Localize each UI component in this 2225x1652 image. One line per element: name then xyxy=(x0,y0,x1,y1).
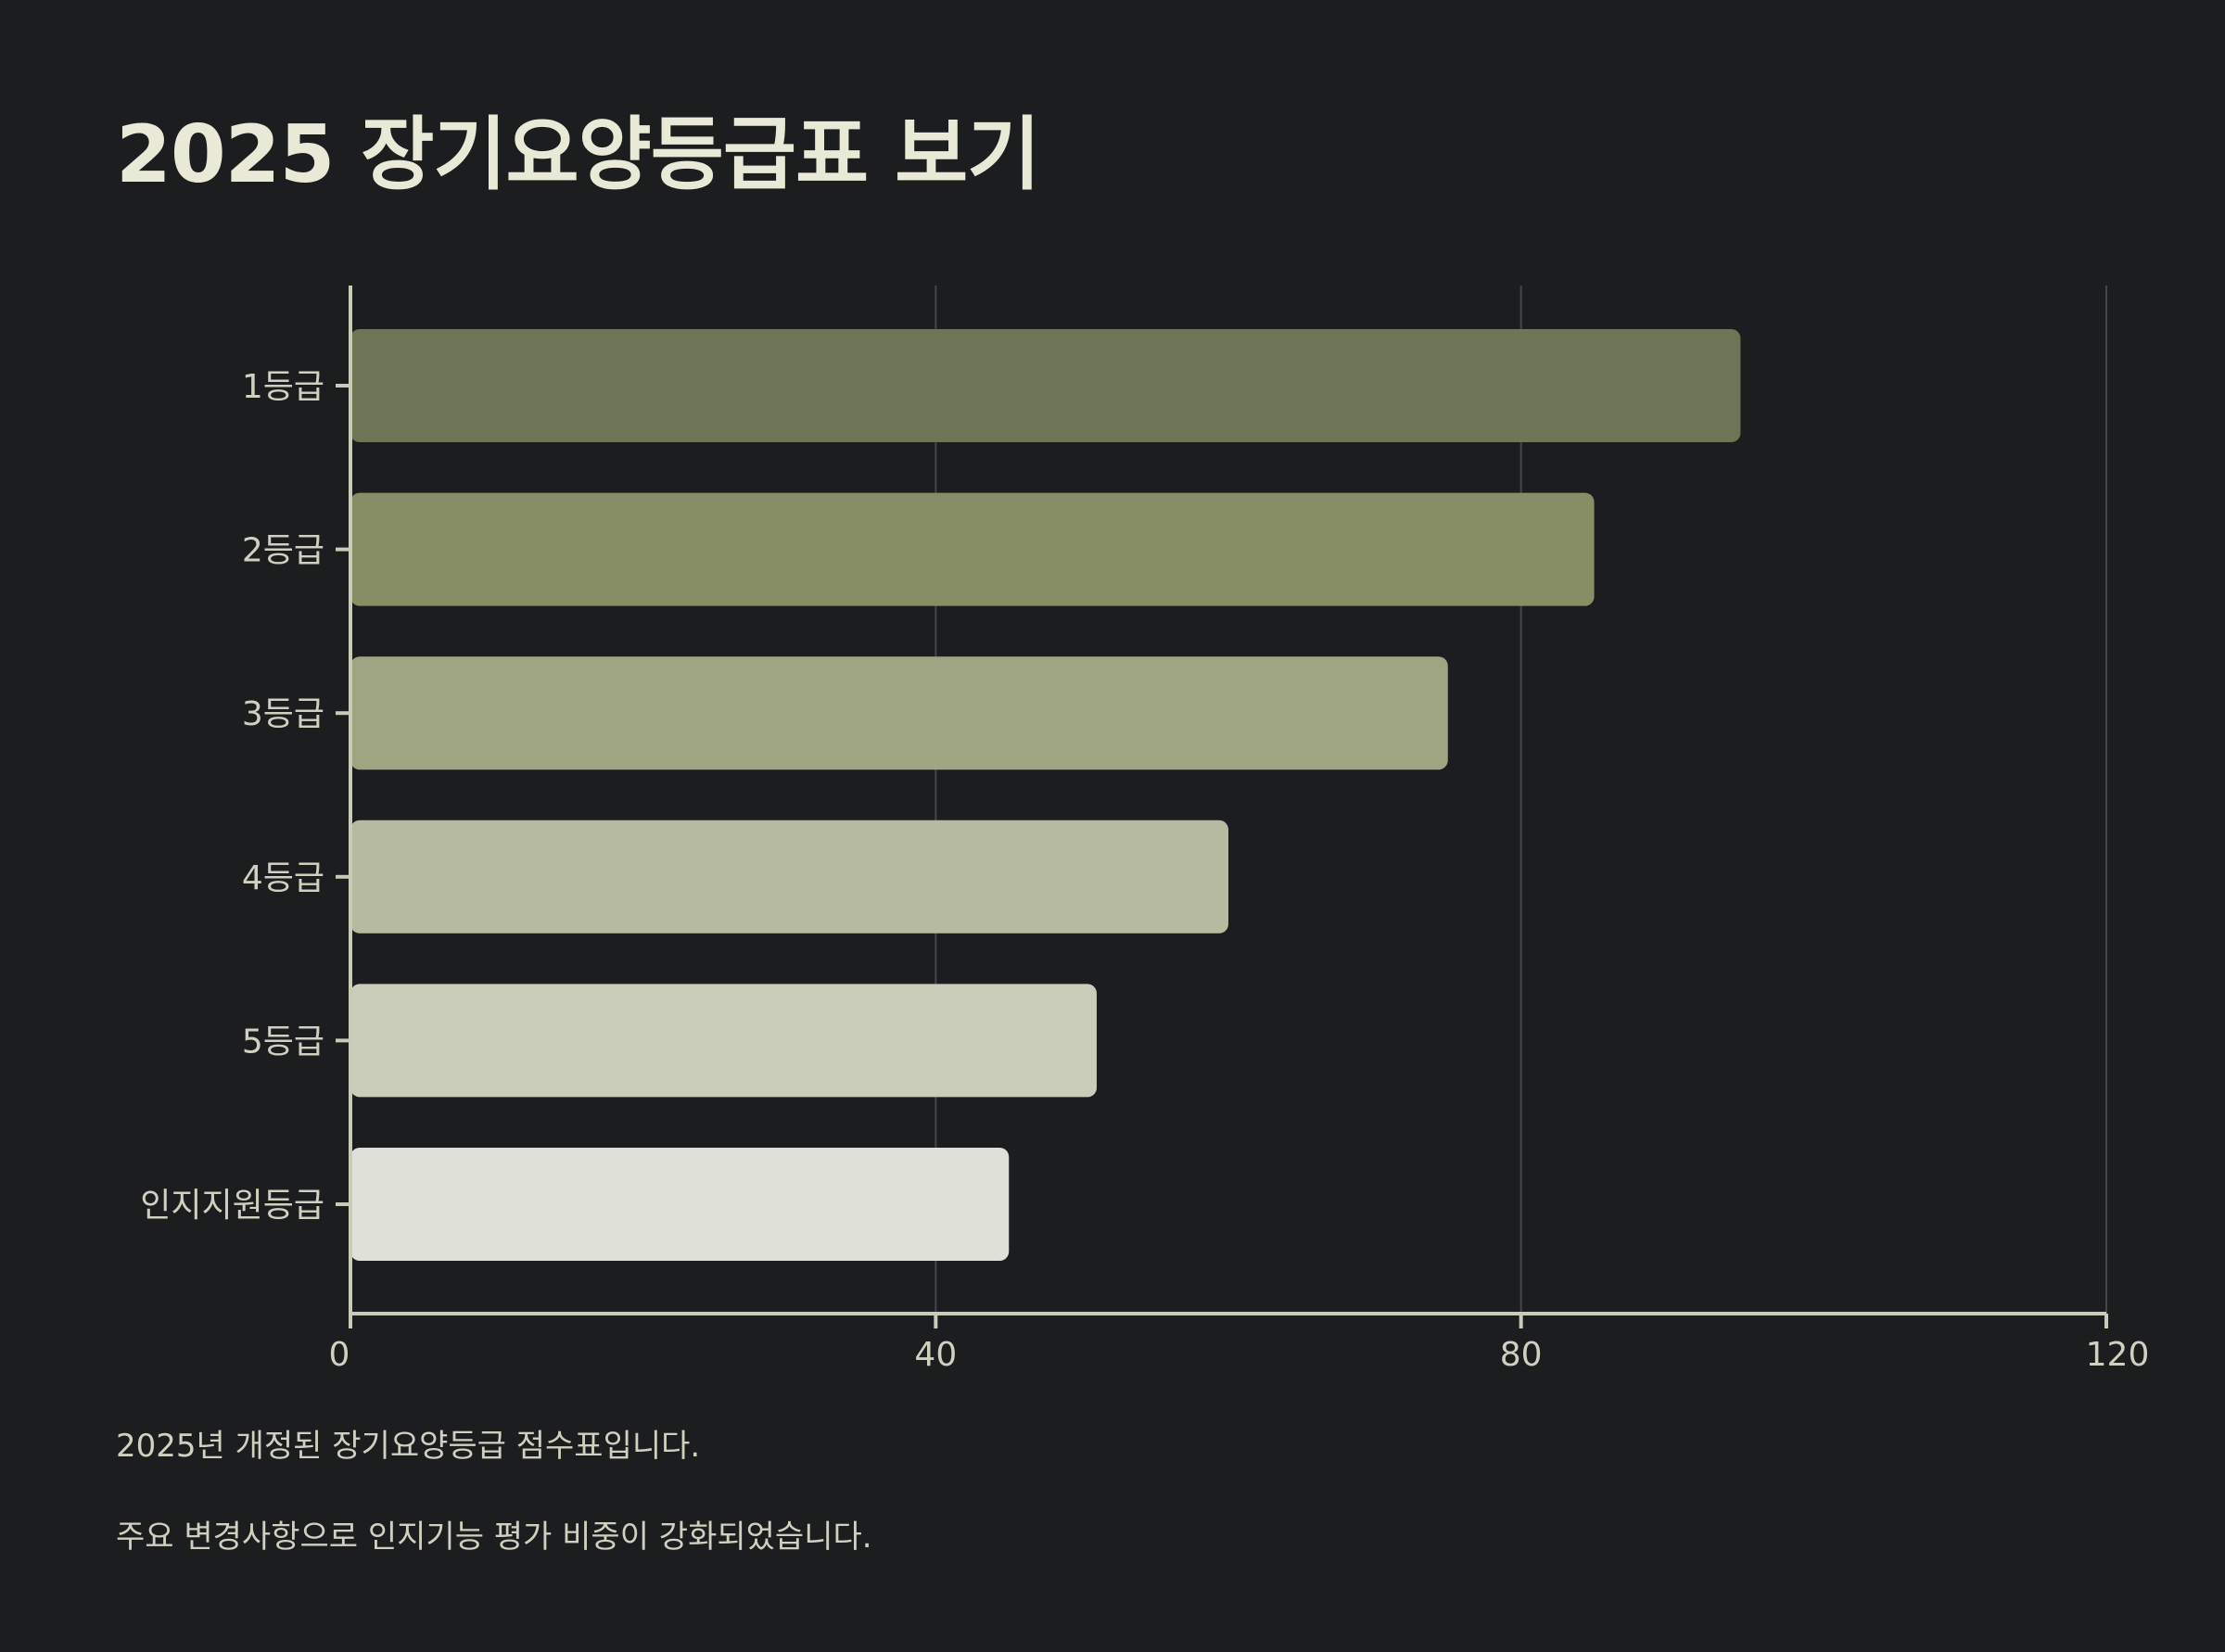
gridlines xyxy=(934,286,2107,1314)
bar-2등급 xyxy=(350,492,1595,606)
bar-5등급 xyxy=(350,984,1097,1098)
x-tick-label-120: 120 xyxy=(2086,1336,2150,1374)
footnote-2: 주요 변경사항으로 인지기능 평가 비중이 강화되었습니다. xyxy=(116,1519,872,1556)
x-tick-label-0: 0 xyxy=(329,1336,350,1374)
bar-1등급 xyxy=(350,329,1741,442)
y-tick-label-4등급: 4등급 xyxy=(242,859,324,897)
x-tick-label-80: 80 xyxy=(1500,1336,1543,1374)
bars xyxy=(350,329,1741,1261)
y-tick-label-1등급: 1등급 xyxy=(242,368,324,406)
y-tick-label-2등급: 2등급 xyxy=(242,532,324,570)
y-tick-label-인지지원등급: 인지지원등급 xyxy=(140,1187,324,1225)
axes xyxy=(336,286,2108,1328)
x-tick-label-40: 40 xyxy=(914,1336,957,1374)
bar-인지지원등급 xyxy=(350,1148,1010,1261)
chart-title: 2025 장기요양등급표 보기 xyxy=(116,108,1040,201)
bar-3등급 xyxy=(350,656,1448,770)
footnote-1: 2025년 개정된 장기요양등급 점수표입니다. xyxy=(116,1428,701,1465)
bar-4등급 xyxy=(350,820,1228,934)
y-tick-label-3등급: 3등급 xyxy=(242,695,324,733)
y-tick-label-5등급: 5등급 xyxy=(242,1023,324,1061)
